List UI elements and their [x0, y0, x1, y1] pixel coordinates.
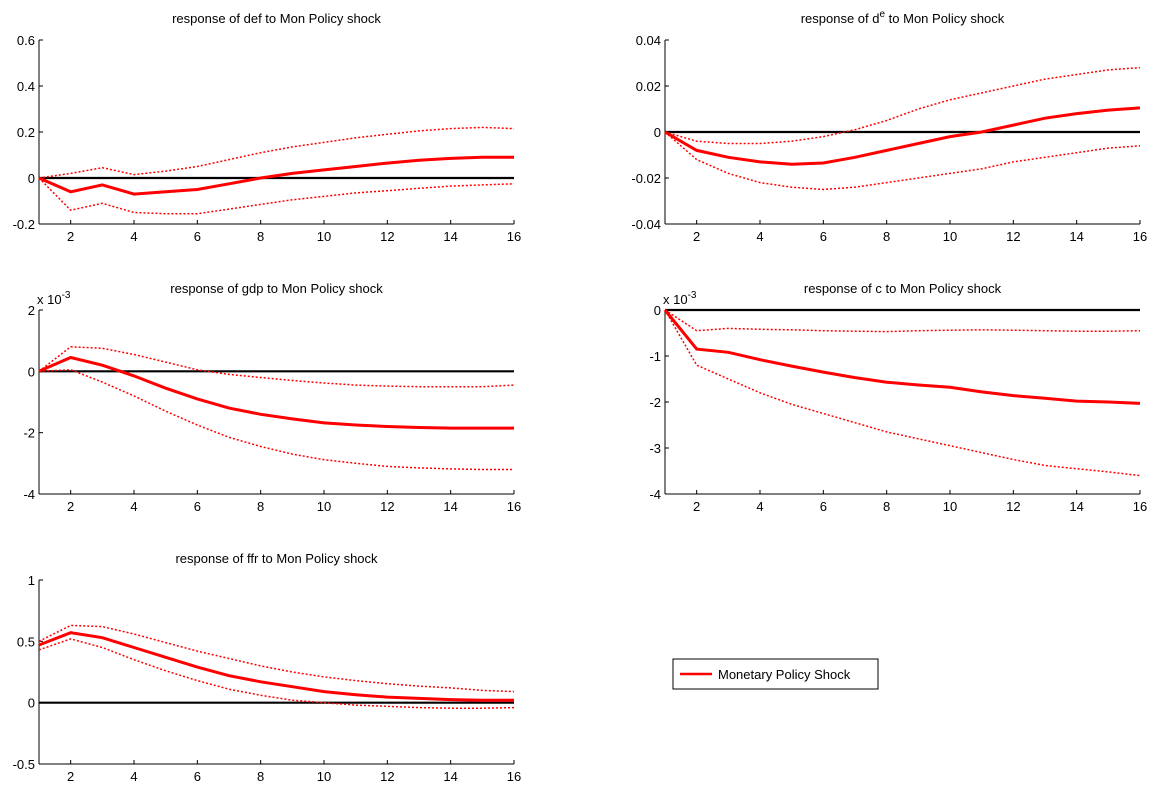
y-axis-exponent: x 10-3: [663, 290, 697, 307]
y-tick-label: -0.02: [631, 171, 661, 186]
x-tick-label: 8: [257, 229, 264, 244]
y-tick-label: 0.5: [17, 634, 35, 649]
x-tick-label: 8: [883, 499, 890, 514]
x-tick-label: 2: [67, 769, 74, 784]
y-tick-label: 0.2: [17, 125, 35, 140]
chart-title: response of gdp to Mon Policy shock: [170, 281, 383, 296]
y-tick-label: -0.5: [13, 757, 35, 772]
chart-title: response of c to Mon Policy shock: [804, 281, 1002, 296]
x-tick-label: 16: [507, 229, 521, 244]
y-tick-label: 0: [654, 125, 661, 140]
chart-panel-4: 2 4 6 8 10 12 14 16 -4 -3 -2 -1 0x 10-3 response of c…: [649, 281, 1147, 514]
chart-title: response of def to Mon Policy shock: [172, 11, 381, 26]
x-tick-label: 10: [943, 229, 957, 244]
y-tick-label: 0: [28, 171, 35, 186]
x-tick-label: 12: [1006, 229, 1020, 244]
x-tick-label: 12: [380, 499, 394, 514]
x-tick-label: 14: [1069, 499, 1083, 514]
x-tick-label: 2: [693, 229, 700, 244]
y-tick-label: 0: [28, 696, 35, 711]
x-tick-label: 8: [257, 499, 264, 514]
x-tick-label: 8: [257, 769, 264, 784]
x-tick-label: 14: [1069, 229, 1083, 244]
upper-band-line: [664, 309, 1141, 333]
chart-panel-1: 2 4 6 8 10 12 14 16 -0.2 0 0.2 0.4 0.6 response of de…: [13, 11, 522, 244]
x-tick-label: 14: [443, 499, 457, 514]
chart-panel-2: 2 4 6 8 10 12 14 16 -0.04 -0.02 0 0.02 0.04 response …: [631, 9, 1147, 244]
legend: Monetary Policy Shock: [672, 658, 879, 690]
x-tick-label: 16: [507, 769, 521, 784]
x-tick-label: 4: [130, 499, 137, 514]
y-tick-label: 0.6: [17, 33, 35, 48]
legend-label: Monetary Policy Shock: [718, 667, 851, 682]
y-tick-label: 0.04: [636, 33, 661, 48]
y-tick-label: 2: [28, 303, 35, 318]
upper-band-line: [38, 624, 515, 693]
x-tick-label: 6: [820, 229, 827, 244]
x-tick-label: 14: [443, 229, 457, 244]
x-tick-label: 4: [130, 769, 137, 784]
x-tick-label: 6: [820, 499, 827, 514]
y-axis-exponent: x 10-3: [37, 290, 71, 307]
lower-band-line: [664, 309, 1141, 477]
x-tick-label: 10: [943, 499, 957, 514]
y-tick-label: 0.4: [17, 79, 35, 94]
x-tick-label: 4: [756, 499, 763, 514]
y-tick-label: -2: [649, 395, 661, 410]
x-tick-label: 2: [67, 499, 74, 514]
x-tick-label: 16: [1133, 499, 1147, 514]
x-tick-label: 16: [1133, 229, 1147, 244]
lower-band-line: [38, 369, 514, 471]
chart-title: response of de to Mon Policy shock: [801, 9, 1005, 26]
chart-panel-5: 2 4 6 8 10 12 14 16 -0.5 0 0.5 1 response of ffr to …: [13, 551, 522, 784]
y-tick-label: -3: [649, 441, 661, 456]
x-tick-label: 12: [380, 229, 394, 244]
upper-band-line: [38, 346, 515, 388]
x-tick-label: 2: [693, 499, 700, 514]
response-line: [38, 631, 514, 702]
x-tick-label: 8: [883, 229, 890, 244]
response-line: [663, 309, 1141, 405]
y-tick-label: -4: [649, 487, 661, 502]
x-tick-label: 16: [507, 499, 521, 514]
x-tick-label: 12: [380, 769, 394, 784]
y-tick-label: 0: [28, 364, 35, 379]
y-tick-label: 1: [28, 573, 35, 588]
lower-band-line: [664, 131, 1141, 191]
upper-band-line: [664, 66, 1141, 145]
x-tick-label: 2: [67, 229, 74, 244]
x-tick-label: 6: [194, 499, 201, 514]
lower-band-line: [38, 177, 515, 215]
lower-band-line: [38, 638, 515, 709]
response-line: [38, 155, 514, 196]
y-tick-label: -1: [649, 349, 661, 364]
upper-band-line: [38, 126, 515, 179]
y-tick-label: -0.2: [13, 217, 35, 232]
x-tick-label: 14: [443, 769, 457, 784]
y-tick-label: -0.04: [631, 217, 661, 232]
x-tick-label: 6: [194, 769, 201, 784]
x-tick-label: 4: [130, 229, 137, 244]
y-tick-label: -4: [23, 487, 35, 502]
y-tick-label: 0: [654, 303, 661, 318]
y-tick-label: -2: [23, 426, 35, 441]
x-tick-label: 12: [1006, 499, 1020, 514]
x-tick-label: 4: [756, 229, 763, 244]
x-tick-label: 10: [317, 499, 331, 514]
chart-title: response of ffr to Mon Policy shock: [175, 551, 378, 566]
x-tick-label: 10: [317, 229, 331, 244]
x-tick-label: 10: [317, 769, 331, 784]
response-line: [664, 106, 1141, 166]
x-tick-label: 6: [194, 229, 201, 244]
y-tick-label: 0.02: [636, 79, 661, 94]
response-line: [38, 355, 514, 430]
